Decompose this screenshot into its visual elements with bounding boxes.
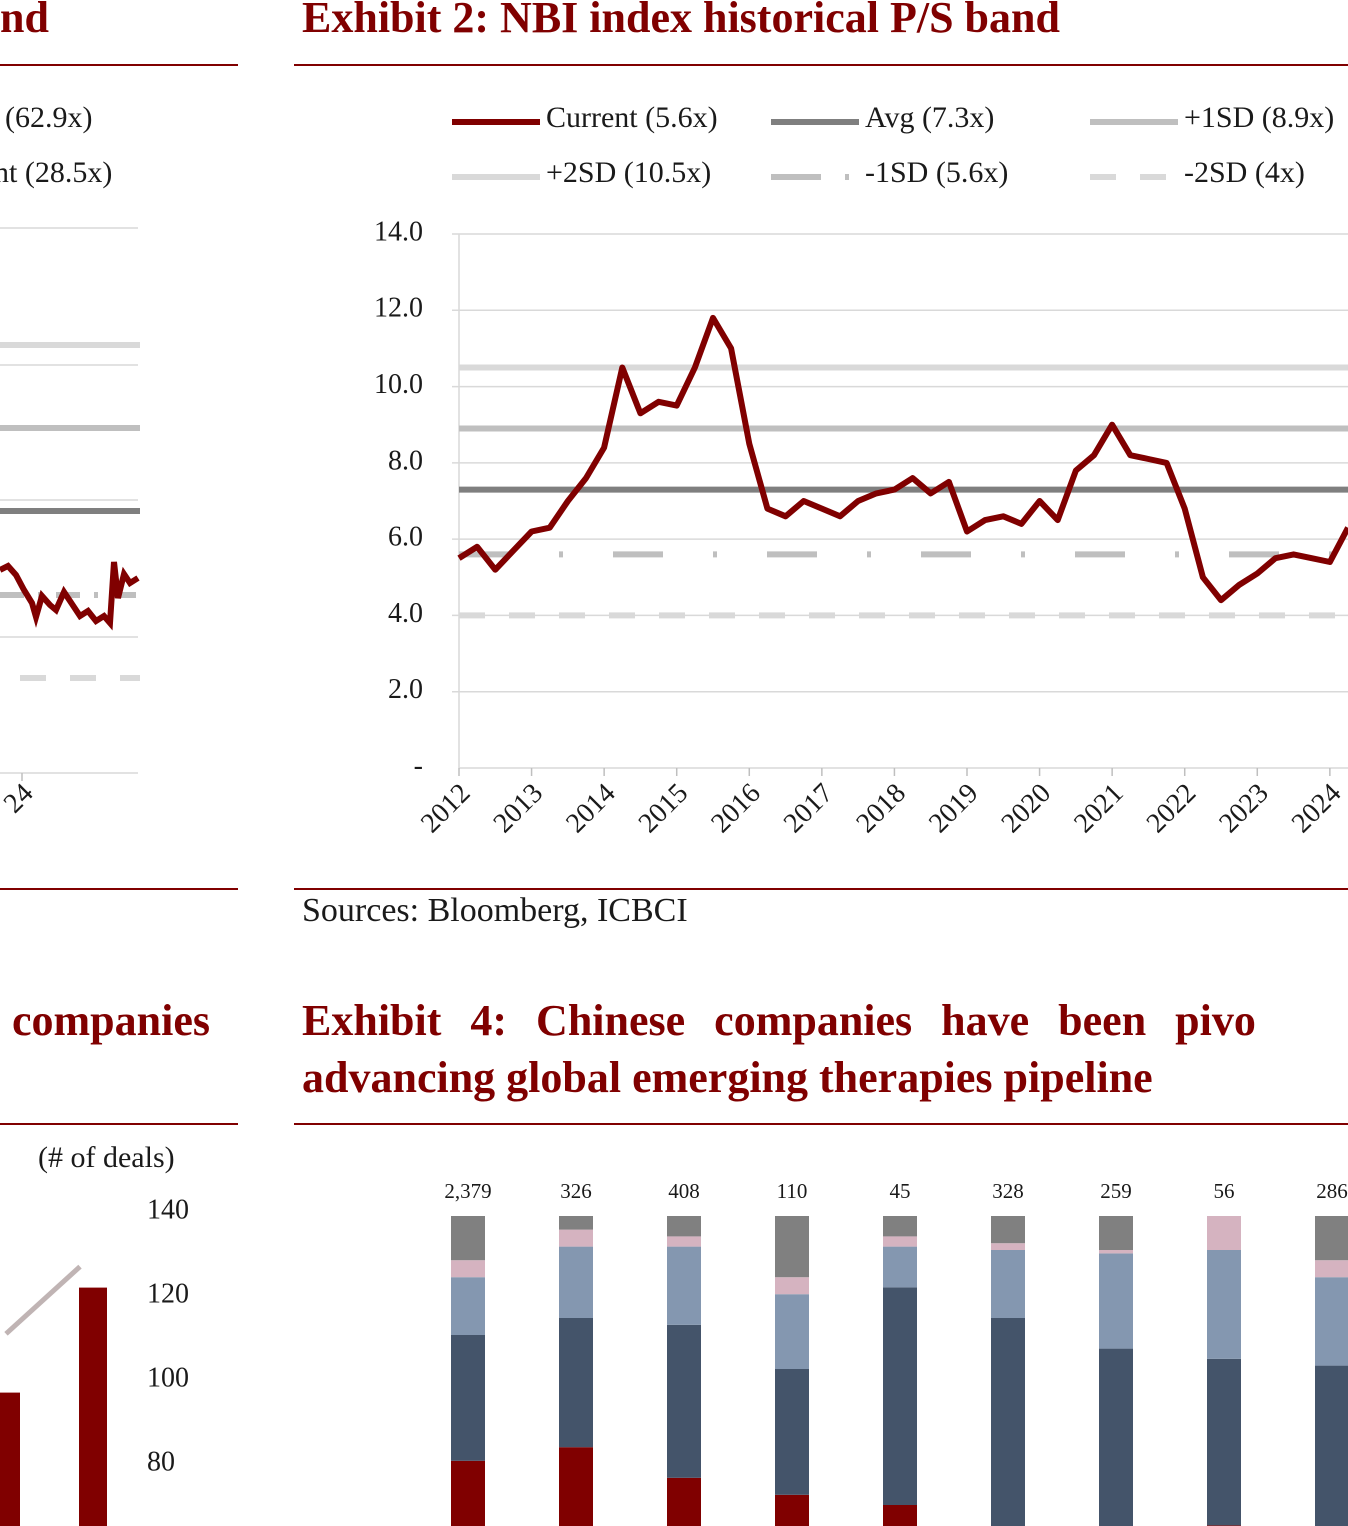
y-tick-label: 80 bbox=[147, 1446, 175, 1477]
y-tick-label: 6.0 bbox=[388, 522, 423, 553]
y-tick-label: 14.0 bbox=[374, 216, 423, 247]
bar-segment bbox=[991, 1318, 1025, 1526]
data-line bbox=[457, 314, 1348, 604]
bar-segment bbox=[883, 1236, 917, 1247]
legend-label: Current (5.6x) bbox=[546, 101, 718, 134]
chart-title: companies bbox=[12, 996, 210, 1045]
total-label: 110 bbox=[777, 1179, 808, 1203]
bar-segment bbox=[775, 1294, 809, 1369]
bar-segment bbox=[991, 1250, 1025, 1318]
bar-segment bbox=[775, 1369, 809, 1495]
bar-segment bbox=[1099, 1250, 1133, 1254]
bar-segment bbox=[451, 1335, 485, 1461]
y-tick-label: 120 bbox=[147, 1278, 189, 1309]
legend-label: +1SD (8.9x) bbox=[1184, 101, 1334, 134]
total-label: 45 bbox=[890, 1179, 911, 1203]
chart-title: Exhibit 2: NBI index historical P/S band bbox=[302, 0, 1060, 42]
bar-segment bbox=[883, 1505, 917, 1526]
x-tick-label: 2013 bbox=[488, 778, 550, 840]
bar-segment bbox=[1315, 1260, 1348, 1278]
y-tick-label: 140 bbox=[147, 1194, 189, 1225]
bar-segment bbox=[883, 1216, 917, 1237]
bar-segment bbox=[667, 1216, 701, 1237]
bar-segment bbox=[883, 1287, 917, 1505]
total-label: 328 bbox=[992, 1179, 1024, 1203]
legend-label: Avg (7.3x) bbox=[865, 101, 994, 134]
bar-segment bbox=[559, 1318, 593, 1448]
x-tick-label: 2012 bbox=[415, 778, 477, 840]
bar-segment bbox=[775, 1277, 809, 1295]
x-tick-label: 2023 bbox=[1213, 778, 1275, 840]
legend-label: -1SD (5.6x) bbox=[865, 156, 1008, 189]
bar-segment bbox=[1315, 1277, 1348, 1366]
bar-segment bbox=[451, 1460, 485, 1526]
bar-segment bbox=[451, 1260, 485, 1278]
x-tick-label: 2021 bbox=[1068, 778, 1130, 840]
bar-segment bbox=[559, 1216, 593, 1230]
bar-segment bbox=[559, 1229, 593, 1247]
bar-segment bbox=[667, 1324, 701, 1478]
total-label: 259 bbox=[1100, 1179, 1132, 1203]
y-tick-label: 100 bbox=[147, 1362, 189, 1393]
x-tick-label: 2018 bbox=[850, 778, 912, 840]
bar bbox=[79, 1287, 107, 1526]
x-tick-label: 2020 bbox=[996, 778, 1058, 840]
x-tick-label: 2019 bbox=[923, 778, 985, 840]
chart-title: Exhibit 4: Chinese companies have been p… bbox=[302, 996, 1256, 1045]
legend-label: nt (28.5x) bbox=[0, 156, 112, 189]
chart-title: advancing global emerging therapies pipe… bbox=[302, 1053, 1153, 1102]
bar-segment bbox=[451, 1277, 485, 1335]
bar-segment bbox=[991, 1243, 1025, 1250]
bar-segment bbox=[1315, 1365, 1348, 1526]
bar-segment bbox=[667, 1236, 701, 1247]
legend-label: (62.9x) bbox=[5, 101, 92, 134]
unit-label: (# of deals) bbox=[38, 1141, 175, 1174]
legend-label: +2SD (10.5x) bbox=[546, 156, 711, 189]
total-label: 286 bbox=[1316, 1179, 1348, 1203]
bar-segment bbox=[1315, 1216, 1348, 1261]
x-tick-label: 2022 bbox=[1141, 778, 1203, 840]
x-tick-label: 2016 bbox=[705, 778, 767, 840]
total-label: 408 bbox=[668, 1179, 700, 1203]
bar-segment bbox=[1099, 1348, 1133, 1526]
data-line bbox=[4, 1264, 82, 1336]
bar-segment bbox=[1099, 1216, 1133, 1250]
x-tick-label: 2014 bbox=[560, 778, 622, 840]
bar-segment bbox=[775, 1494, 809, 1526]
bar-segment bbox=[667, 1246, 701, 1325]
x-tick-label: 2017 bbox=[778, 778, 840, 840]
y-tick-label: 10.0 bbox=[374, 369, 423, 400]
y-tick-label: 2.0 bbox=[388, 674, 423, 705]
y-tick-label: 4.0 bbox=[388, 598, 423, 629]
x-tick-label: 24 bbox=[0, 778, 39, 820]
source-note: Sources: Bloomberg, ICBCI bbox=[302, 892, 688, 929]
bar bbox=[0, 1392, 20, 1526]
bar-segment bbox=[559, 1246, 593, 1318]
bar-segment bbox=[451, 1216, 485, 1261]
rules bbox=[0, 64, 1348, 1125]
bar-segment bbox=[1207, 1358, 1241, 1526]
y-tick-label: 8.0 bbox=[388, 445, 423, 476]
x-tick-label: 2015 bbox=[633, 778, 695, 840]
total-label: 326 bbox=[560, 1179, 592, 1203]
legend-label: -2SD (4x) bbox=[1184, 156, 1305, 189]
bar-segment bbox=[559, 1447, 593, 1526]
total-label: 56 bbox=[1214, 1179, 1235, 1203]
bar-segment bbox=[1207, 1216, 1241, 1250]
y-tick-label: 12.0 bbox=[374, 293, 423, 324]
x-tick-label: 2024 bbox=[1286, 778, 1348, 840]
bar-segment bbox=[991, 1216, 1025, 1244]
chart-title: nd bbox=[0, 0, 49, 42]
bar-segment bbox=[667, 1477, 701, 1526]
bar-segment bbox=[1207, 1250, 1241, 1359]
cropped-chart-decoration bbox=[0, 227, 140, 781]
y-tick-label: - bbox=[414, 750, 423, 781]
bar-segment bbox=[1099, 1253, 1133, 1349]
bar-segment bbox=[775, 1216, 809, 1278]
total-label: 2,379 bbox=[444, 1179, 491, 1203]
bar-segment bbox=[883, 1246, 917, 1288]
